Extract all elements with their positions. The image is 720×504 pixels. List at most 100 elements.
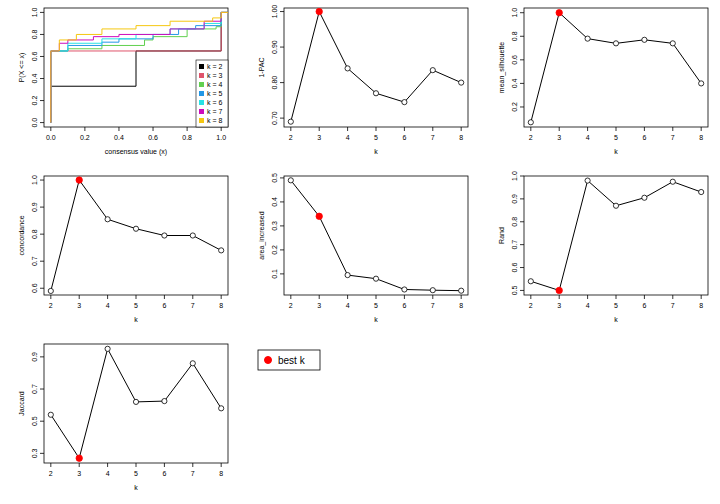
panel: 23456780.20.40.60.81.0kmean_silhouette	[498, 8, 708, 155]
x-tick-label: 0.2	[80, 134, 90, 141]
x-tick	[79, 295, 80, 299]
point	[105, 346, 110, 351]
legend-swatch	[199, 64, 204, 69]
plot-frame	[284, 176, 468, 295]
legend-swatch	[199, 91, 204, 96]
legend-label: k = 3	[207, 72, 222, 79]
x-tick	[153, 127, 154, 131]
x-axis-label: consensus value (x)	[105, 148, 167, 156]
x-tick-label: 0.8	[182, 134, 192, 141]
y-tick-label: 0.5	[31, 416, 38, 426]
x-tick	[701, 127, 702, 131]
y-axis-label: area_increased	[258, 211, 266, 259]
x-axis-label: k	[134, 316, 138, 323]
y-tick-label: 0.5	[511, 285, 518, 295]
point	[430, 68, 435, 73]
panel: best k	[258, 350, 320, 370]
x-tick	[587, 295, 588, 299]
x-tick-label: 2	[49, 470, 53, 477]
x-tick	[319, 127, 320, 131]
point	[105, 217, 110, 222]
x-axis-label: k	[614, 316, 618, 323]
y-tick	[40, 234, 44, 235]
point	[316, 213, 322, 219]
y-tick-label: 0.6	[31, 283, 38, 293]
point	[556, 10, 562, 16]
legend-label: k = 5	[207, 90, 222, 97]
y-axis-label: Rand	[498, 227, 505, 244]
x-axis-label: k	[134, 484, 138, 491]
y-tick-label: 0.4	[511, 78, 518, 88]
x-tick-label: 5	[374, 134, 378, 141]
y-tick	[520, 221, 524, 222]
x-axis-label: k	[374, 316, 378, 323]
series-line	[51, 349, 221, 458]
x-tick-label: 7	[191, 470, 195, 477]
plot-frame	[284, 8, 468, 127]
y-tick	[40, 122, 44, 123]
x-tick-label: 4	[106, 470, 110, 477]
y-tick	[280, 47, 284, 48]
x-tick	[50, 295, 51, 299]
x-tick-label: 2	[289, 134, 293, 141]
data-layer	[288, 178, 464, 294]
x-tick-label: 6	[162, 470, 166, 477]
panel: 0.00.20.40.60.81.00.00.20.40.60.81.0cons…	[18, 7, 228, 156]
x-tick-label: 4	[586, 302, 590, 309]
x-tick	[672, 127, 673, 131]
x-tick	[461, 295, 462, 299]
x-tick	[461, 127, 462, 131]
y-tick	[520, 59, 524, 60]
point	[345, 66, 350, 71]
point	[642, 37, 647, 42]
x-tick-label: 8	[699, 302, 703, 309]
y-tick-label: 0.9	[31, 202, 38, 212]
data-layer	[528, 178, 704, 294]
x-tick	[187, 127, 188, 131]
x-tick	[347, 127, 348, 131]
y-tick-label: 0.2	[511, 102, 518, 112]
y-tick-label: 1.0	[31, 7, 38, 17]
y-tick	[280, 225, 284, 226]
legend-label: k = 4	[207, 81, 222, 88]
x-tick-label: 1.0	[216, 134, 226, 141]
point	[162, 398, 167, 403]
point	[585, 36, 590, 41]
x-tick-label: 7	[671, 134, 675, 141]
x-tick	[672, 295, 673, 299]
y-tick	[40, 56, 44, 57]
y-tick	[520, 244, 524, 245]
y-tick-label: 0.4	[271, 197, 278, 207]
x-tick-label: 6	[642, 134, 646, 141]
y-tick	[520, 83, 524, 84]
legend-label: k = 7	[207, 108, 222, 115]
data-layer	[528, 10, 704, 125]
legend-marker	[265, 357, 272, 364]
y-tick	[520, 176, 524, 177]
point	[288, 119, 293, 124]
point	[48, 412, 53, 417]
x-tick-label: 3	[77, 302, 81, 309]
x-tick-label: 0.0	[46, 134, 56, 141]
y-tick	[40, 100, 44, 101]
x-tick	[221, 463, 222, 467]
x-tick-label: 3	[557, 134, 561, 141]
x-axis-label: k	[374, 148, 378, 155]
x-tick-label: 8	[219, 302, 223, 309]
x-tick-label: 0.6	[148, 134, 158, 141]
y-tick	[40, 453, 44, 454]
point	[699, 81, 704, 86]
x-tick	[79, 463, 80, 467]
panel: 23456780.60.70.80.91.0kconcordance	[18, 175, 228, 323]
x-tick-label: 2	[49, 302, 53, 309]
x-tick	[432, 295, 433, 299]
x-tick	[530, 127, 531, 131]
point	[345, 272, 350, 277]
point	[556, 287, 562, 293]
y-tick	[40, 389, 44, 390]
x-axis-label: k	[614, 148, 618, 155]
point	[459, 288, 464, 293]
plot-frame	[44, 344, 228, 463]
point	[76, 455, 82, 461]
series-line	[291, 180, 461, 290]
